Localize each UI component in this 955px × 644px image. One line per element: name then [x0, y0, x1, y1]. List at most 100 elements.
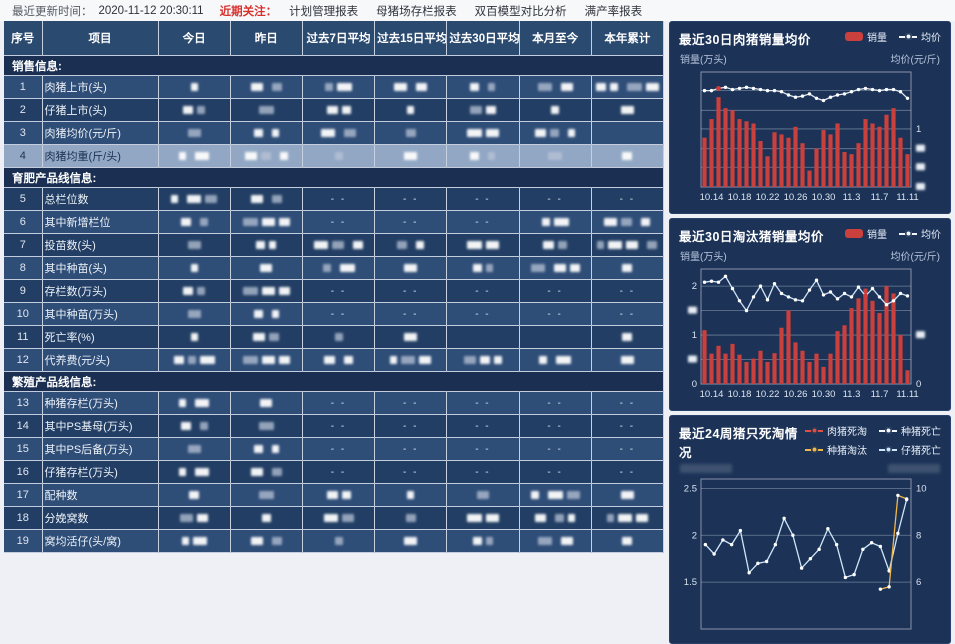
redacted-block — [278, 287, 290, 296]
table-row[interactable]: 18 分娩窝数 — [4, 506, 665, 530]
cell-value-redacted — [158, 460, 231, 484]
redacted-block — [635, 514, 648, 523]
redacted-block — [199, 422, 208, 431]
cell-value-dashes: - - — [591, 414, 665, 438]
cell-value-dashes: - - — [591, 187, 665, 211]
cell-value-dashes: - - — [446, 210, 520, 234]
legend-item-种猪死亡[interactable]: 种猪死亡 — [879, 423, 941, 438]
table-row[interactable]: 14 其中PS基母(万头) - -- -- -- -- - — [4, 414, 665, 438]
cell-value-redacted — [302, 529, 376, 553]
legend-line-swatch — [805, 427, 823, 434]
axis-tick-label: 1 — [692, 330, 697, 341]
report-link-2[interactable]: 双百模型对比分析 — [474, 6, 567, 18]
table-row[interactable]: 10 其中种苗(万头) - -- -- -- -- - — [4, 302, 665, 326]
report-link-1[interactable]: 母猪场存栏报表 — [376, 6, 457, 18]
redacted-block — [560, 83, 573, 92]
cell-value-redacted — [302, 348, 376, 372]
chart-panel-weekly-death-cull: 最近24周猪只死淘情况 肉猪死淘 种猪淘汰 种猪死亡 仔猪死亡 2.5 10 2 8 1.5 6 — [669, 415, 951, 644]
legend-item-仔猪死亡[interactable]: 仔猪死亡 — [879, 442, 941, 457]
legend-line-dot — [905, 230, 912, 237]
redacted-block — [353, 241, 363, 250]
row-index: 13 — [4, 391, 43, 415]
redacted-block — [622, 537, 633, 546]
report-link-0[interactable]: 计划管理报表 — [289, 6, 359, 18]
cell-value-dashes: - - — [519, 279, 592, 303]
redacted-block — [195, 152, 210, 161]
legend-bar-swatch — [845, 229, 863, 238]
column-header: 过去7日平均 — [302, 21, 376, 56]
row-index: 9 — [4, 279, 43, 303]
legend-item-肉猪死淘[interactable]: 肉猪死淘 — [805, 423, 867, 438]
table-row[interactable]: 2 仔猪上市(头) — [4, 98, 665, 122]
table-row[interactable]: 7 投苗数(头) — [4, 233, 665, 257]
row-item-label: 肉猪上市(头) — [42, 75, 159, 99]
redacted-block — [543, 241, 555, 250]
table-row[interactable]: 15 其中PS后备(万头) - -- -- -- -- - — [4, 437, 665, 461]
redacted-axis-tick — [688, 306, 697, 314]
table-row[interactable]: 12 代养费(元/头) — [4, 348, 665, 372]
redacted-block — [535, 129, 547, 138]
redacted-block — [271, 468, 282, 477]
table-row[interactable]: 3 肉猪均价(元/斤) — [4, 121, 665, 145]
legend-item-种猪淘汰[interactable]: 种猪淘汰 — [805, 442, 867, 457]
chart-header: 最近30日淘汰猪销量均价 销量 均价 — [679, 226, 941, 245]
legend-label: 均价 — [921, 33, 941, 44]
redacted-block — [190, 333, 198, 342]
svg-text:10.30: 10.30 — [812, 192, 836, 203]
cell-value-redacted — [158, 391, 231, 415]
table-row[interactable]: 5 总栏位数 - -- -- -- -- - — [4, 187, 665, 211]
legend-item-销量[interactable]: 销量 — [845, 226, 887, 241]
cell-value-dashes: - - — [374, 437, 448, 461]
legend-item-均价[interactable]: 均价 — [899, 29, 941, 44]
legend-item-销量[interactable]: 销量 — [845, 29, 887, 44]
svg-text:11.7: 11.7 — [871, 192, 889, 203]
legend-label: 仔猪死亡 — [901, 446, 941, 457]
legend-item-均价[interactable]: 均价 — [899, 226, 941, 241]
redacted-block — [190, 83, 198, 92]
redacted-block — [269, 333, 280, 342]
cell-value-redacted — [302, 256, 376, 280]
row-item-label: 其中PS基母(万头) — [42, 414, 159, 438]
column-header: 过去15日平均 — [374, 21, 448, 56]
row-item-label: 配种数 — [42, 483, 159, 507]
legend-line-swatch — [899, 230, 917, 237]
axis-tick-label: 6 — [916, 577, 921, 588]
redacted-block — [258, 491, 274, 500]
cell-value-dashes: - - — [591, 302, 665, 326]
row-item-label: 种猪存栏(万头) — [42, 391, 159, 415]
svg-text:11.11: 11.11 — [896, 192, 918, 203]
cell-value-redacted — [374, 144, 448, 168]
redacted-block — [244, 152, 257, 161]
table-row[interactable]: 17 配种数 — [4, 483, 665, 507]
table-row[interactable]: 9 存栏数(万头) - -- -- -- -- - — [4, 279, 665, 303]
cell-value-redacted — [591, 233, 665, 257]
redacted-block — [341, 106, 351, 115]
cell-value-redacted — [158, 144, 231, 168]
redacted-block — [180, 514, 194, 523]
table-row[interactable]: 16 仔猪存栏(万头) - -- -- -- -- - — [4, 460, 665, 484]
table-row[interactable]: 4 肉猪均重(斤/头) — [4, 144, 665, 168]
table-row[interactable]: 13 种猪存栏(万头) - -- -- -- -- - — [4, 391, 665, 415]
redacted-block — [551, 106, 560, 115]
svg-text:10.22: 10.22 — [756, 192, 780, 203]
cell-value-redacted — [519, 529, 592, 553]
column-header: 本年累计 — [591, 21, 665, 56]
row-item-label: 代养费(元/头) — [42, 348, 159, 372]
table-row[interactable]: 11 死亡率(%) — [4, 325, 665, 349]
cell-value-dashes: - - — [302, 302, 376, 326]
table-row[interactable]: 19 窝均活仔(头/窝) — [4, 529, 665, 553]
redacted-block — [180, 218, 191, 227]
row-item-label: 其中PS后备(万头) — [42, 437, 159, 461]
redacted-block — [195, 399, 210, 408]
redacted-block — [404, 333, 418, 342]
redacted-axis-tick — [916, 331, 925, 339]
column-header: 昨日 — [230, 21, 303, 56]
redacted-block — [622, 264, 633, 273]
table-row[interactable]: 6 其中新增栏位 - -- -- - — [4, 210, 665, 234]
redacted-block — [626, 241, 639, 250]
report-link-3[interactable]: 满产率报表 — [584, 6, 643, 18]
cell-value-redacted — [591, 98, 665, 122]
table-row[interactable]: 1 肉猪上市(头) — [4, 75, 665, 99]
report-links-nav: 计划管理报表 母猪场存栏报表 双百模型对比分析 满产率报表 — [289, 3, 642, 19]
table-row[interactable]: 8 其中种苗(头) — [4, 256, 665, 280]
